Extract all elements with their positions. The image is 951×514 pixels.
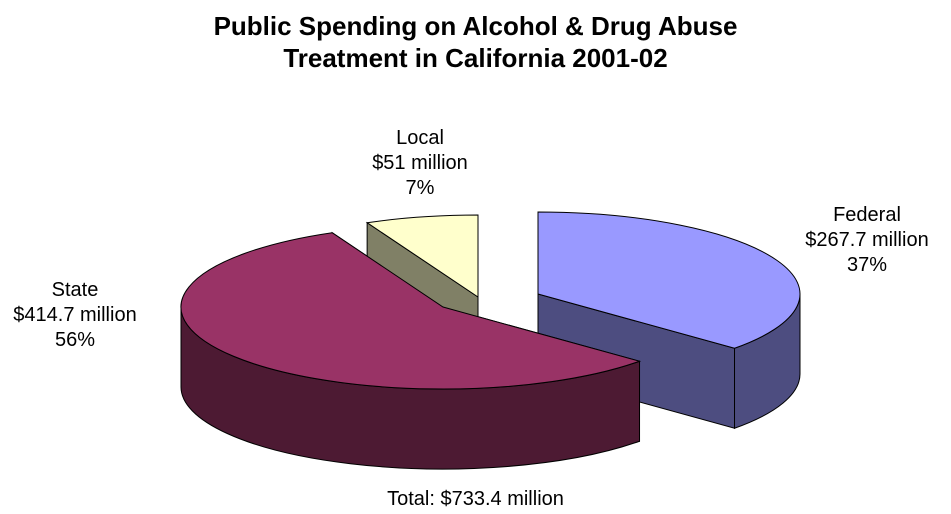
state-slice-top (180, 232, 642, 390)
state-name-label: State (51, 279, 99, 301)
chart-title-line-2: Treatment in California 2001-02 (283, 43, 668, 73)
federal-amount-label: $267.7 million (805, 229, 929, 251)
slice-label-federal: Federal $267.7 million 37% (782, 203, 951, 278)
local-percent-label: 7% (405, 177, 435, 199)
state-amount-label: $414.7 million (13, 304, 137, 326)
local-name-label: Local (396, 127, 444, 149)
federal-slice-top (537, 211, 801, 349)
state-percent-label: 56% (54, 329, 96, 351)
chart-title: Public Spending on Alcohol & Drug Abuse … (0, 10, 951, 74)
chart-title-line-1: Public Spending on Alcohol & Drug Abuse (213, 11, 738, 41)
local-amount-label: $51 million (372, 152, 468, 174)
total-label: Total: $733.4 million (387, 488, 564, 510)
slice-label-local: Local $51 million 7% (340, 126, 500, 201)
local-slice-top (365, 214, 479, 298)
slice-label-state: State $414.7 million 56% (0, 278, 150, 353)
federal-percent-label: 37% (846, 254, 888, 276)
federal-name-label: Federal (833, 204, 901, 226)
